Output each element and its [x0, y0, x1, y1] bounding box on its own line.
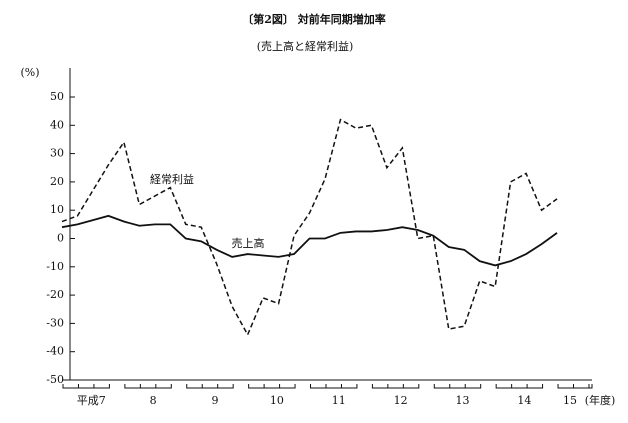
x-tick-label: 9 — [211, 394, 218, 407]
series-label: 経常利益 — [150, 172, 194, 186]
y-tick-label: 20 — [50, 175, 64, 188]
series-label: 売上高 — [232, 236, 265, 250]
year-bracket — [557, 384, 593, 389]
x-tick-label: 13 — [455, 394, 469, 407]
year-bracket — [495, 384, 544, 389]
year-bracket — [310, 384, 358, 389]
y-tick-label: 50 — [50, 90, 64, 103]
y-tick-label: 0 — [57, 232, 64, 245]
x-tick-label: 平成7 — [77, 394, 106, 407]
y-unit: (%) — [20, 66, 39, 79]
y-tick-label: -10 — [46, 260, 64, 273]
year-bracket — [248, 384, 296, 389]
series-line — [61, 214, 558, 267]
x-tick-label: 8 — [150, 394, 157, 407]
y-tick-label: 40 — [50, 118, 64, 131]
y-tick-label: -40 — [46, 345, 64, 358]
year-bracket — [186, 384, 234, 389]
y-tick-label: -30 — [46, 316, 64, 329]
x-tick-label: 14 — [517, 394, 531, 407]
x-tick-label: 10 — [270, 394, 284, 407]
x-tick-label: 15 — [563, 394, 577, 407]
year-bracket — [124, 384, 172, 389]
y-tick-label: 30 — [50, 147, 64, 160]
year-bracket — [433, 384, 482, 389]
year-bracket — [62, 384, 110, 389]
y-tick-label: -50 — [46, 373, 64, 386]
x-tick-label: 11 — [332, 394, 346, 407]
y-tick-label: 10 — [50, 203, 64, 216]
x-unit: (年度) — [585, 393, 616, 407]
year-bracket — [371, 384, 420, 389]
x-tick-label: 12 — [394, 394, 408, 407]
chart-title: 〔第2図〕 対前年同期増加率 — [242, 12, 385, 26]
series-line — [61, 118, 558, 337]
y-tick-label: -20 — [46, 288, 64, 301]
chart-subtitle: (売上高と経常利益) — [257, 39, 354, 53]
